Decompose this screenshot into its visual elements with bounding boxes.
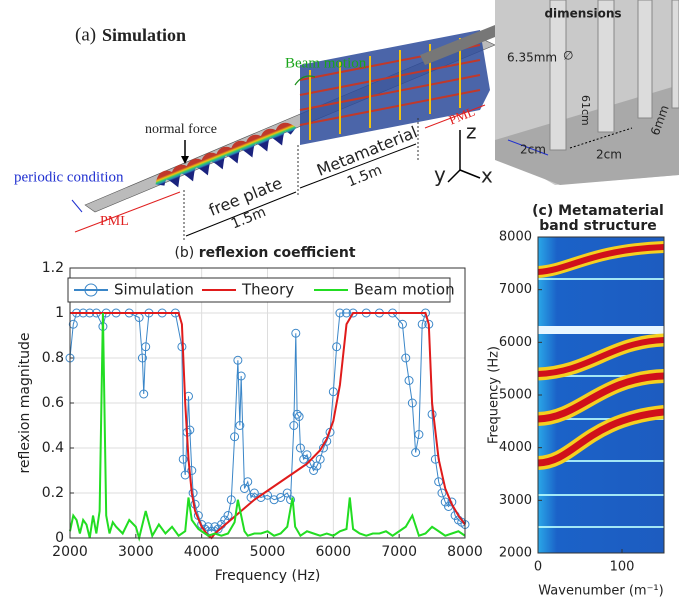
y-tick-label: 0.2 xyxy=(42,485,64,501)
annotation: 6.35mm xyxy=(507,51,557,65)
panel-title: Simulation xyxy=(102,25,186,45)
annotation: 61cm xyxy=(579,95,592,126)
panel-label: (a) xyxy=(75,24,96,45)
legend-label: Beam motion xyxy=(354,281,455,299)
x-tick-label: 5000 xyxy=(250,544,286,560)
chart-title: band structure xyxy=(539,218,657,234)
axis-name: x xyxy=(481,164,493,188)
annotation: ∅ xyxy=(563,49,573,63)
annotation: PML xyxy=(100,214,129,229)
y-tick-label: 8000 xyxy=(499,230,532,245)
x-axis-label: Wavenumber (m⁻¹) xyxy=(538,584,663,599)
annotation: normal force xyxy=(145,122,217,137)
annotation: periodic condition xyxy=(14,169,124,185)
x-tick-label: 8000 xyxy=(447,544,483,560)
chart-title: (c) Metamaterial xyxy=(532,203,664,219)
x-tick-label: 4000 xyxy=(184,544,220,560)
legend-label: Theory xyxy=(241,281,294,299)
figure: (a) Simulation Beam motion normal force … xyxy=(0,0,679,601)
annotation: 2cm xyxy=(520,143,546,157)
y-tick-label: 1 xyxy=(55,305,64,321)
y-tick-label: 5000 xyxy=(499,388,532,403)
y-tick-label: 0 xyxy=(55,530,64,546)
y-tick-label: 7000 xyxy=(499,282,532,297)
heatmap-image xyxy=(538,237,664,553)
y-tick-label: 3000 xyxy=(499,493,532,508)
y-tick-label: 2000 xyxy=(499,546,532,561)
legend-label: Simulation xyxy=(114,281,194,299)
x-tick-label: 3000 xyxy=(118,544,154,560)
x-tick-label: 6000 xyxy=(316,544,352,560)
y-tick-label: 0.6 xyxy=(42,395,64,411)
panel-label: (b) xyxy=(174,245,194,261)
y-tick-label: 0.8 xyxy=(42,350,64,366)
y-axis-label: Frequency (Hz) xyxy=(487,346,502,444)
axis-name: y xyxy=(434,163,446,187)
x-tick-label: 0 xyxy=(534,560,542,575)
y-axis-label: reflexion magnitude xyxy=(17,332,33,473)
annotation: 2cm xyxy=(596,148,622,162)
y-tick-label: 1.2 xyxy=(42,260,64,276)
y-tick-label: 6000 xyxy=(499,335,532,350)
x-tick-label: 2000 xyxy=(52,544,88,560)
x-tick-label: 100 xyxy=(610,560,635,575)
page: {"panel_a": {"label": "(a)", "title": "S… xyxy=(0,0,679,601)
title-text: reflexion coefficient xyxy=(199,245,356,261)
axis-name: z xyxy=(466,120,477,144)
annotation: Beam motion xyxy=(285,55,367,71)
chart-title: (b) reflexion coefficient xyxy=(174,245,355,261)
x-tick-label: 7000 xyxy=(381,544,417,560)
annotation: dimensions xyxy=(544,7,621,21)
y-tick-label: 0.4 xyxy=(42,440,64,456)
y-tick-label: 4000 xyxy=(499,440,532,455)
x-axis-label: Frequency (Hz) xyxy=(215,568,321,584)
